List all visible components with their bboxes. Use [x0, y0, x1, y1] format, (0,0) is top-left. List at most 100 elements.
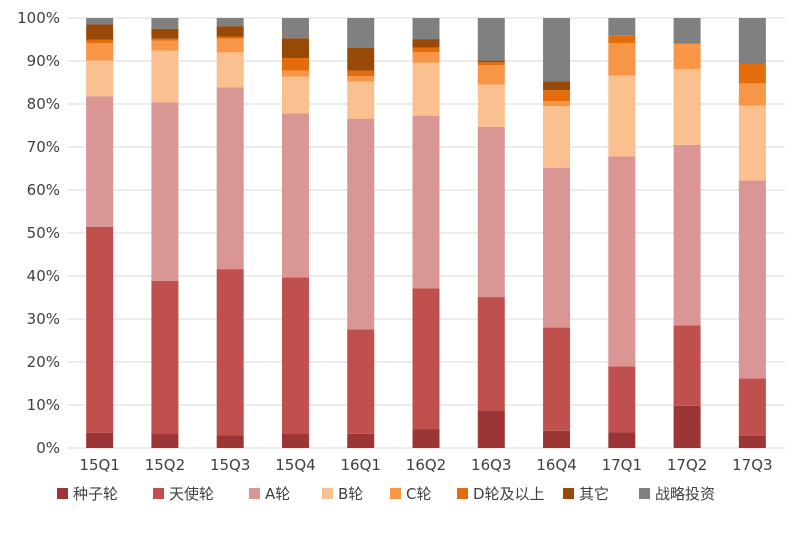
bar-segment [673, 405, 701, 448]
bar-stack [151, 18, 179, 448]
y-tick-label: 80% [27, 95, 60, 113]
bar-segment [151, 102, 179, 281]
bar-segment [608, 75, 636, 157]
bar-segment [738, 180, 766, 379]
bar-segment [412, 115, 440, 289]
bar-stack [347, 18, 375, 448]
bar-segment [543, 90, 571, 101]
y-tick-label: 30% [27, 310, 60, 328]
bar-segment [412, 47, 440, 52]
bar-segment [738, 18, 766, 65]
bar-segment [216, 18, 244, 27]
bar-segment [477, 65, 505, 85]
legend-swatch [153, 488, 164, 499]
legend-swatch [563, 488, 574, 499]
bar-segment [281, 433, 309, 448]
bar-segment [738, 64, 766, 84]
bar-segment [477, 60, 505, 63]
y-tick-label: 10% [27, 396, 60, 414]
bar-segment [216, 52, 244, 88]
bar-segment [216, 435, 244, 448]
x-category-label: 16Q4 [536, 456, 576, 474]
x-category-label: 16Q2 [406, 456, 446, 474]
bar-segment [281, 18, 309, 39]
x-category-label: 17Q3 [732, 456, 772, 474]
bar-segment [738, 83, 766, 106]
bar-segment [543, 327, 571, 431]
bar-segment [673, 69, 701, 145]
x-axis-category-labels: 15Q1 15Q2 15Q3 15Q4 16Q1 16Q2 16Q3 16Q4 17Q1 17Q2… [79, 456, 772, 474]
legend-label: C轮 [406, 485, 431, 503]
legend-label: 天使轮 [169, 485, 214, 503]
x-category-label: 15Q1 [79, 456, 119, 474]
bar-segment [608, 156, 636, 367]
legend-label: 战略投资 [655, 485, 715, 503]
bar-segment [543, 167, 571, 328]
bar-segment [412, 288, 440, 430]
bar-segment [412, 51, 440, 63]
bar-segment [347, 76, 375, 82]
bar-segment [347, 18, 375, 48]
bar-segment [412, 39, 440, 48]
bar-segment [477, 297, 505, 412]
legend-swatch [390, 488, 401, 499]
bar-stack [281, 18, 309, 448]
bar-segment [738, 105, 766, 181]
legend-swatch [249, 488, 260, 499]
bar-segment [86, 18, 114, 25]
bar-segment [281, 277, 309, 434]
bar-stack [608, 18, 636, 448]
x-category-label: 15Q2 [145, 456, 185, 474]
bar-segment [86, 60, 114, 97]
bar-segment [281, 57, 309, 71]
bar-segment [608, 18, 636, 36]
bar-segment [412, 429, 440, 448]
bar-segment [738, 435, 766, 448]
x-category-label: 17Q2 [667, 456, 707, 474]
bar-stack [738, 18, 766, 448]
bar-stack [216, 18, 244, 448]
x-category-label: 15Q4 [275, 456, 315, 474]
bar-segment [347, 81, 375, 119]
bar-segment [673, 18, 701, 44]
bar-segment [477, 18, 505, 61]
bar-segment [412, 18, 440, 40]
bar-stack [673, 18, 701, 448]
x-category-label: 15Q3 [210, 456, 250, 474]
y-tick-label: 0% [36, 439, 60, 457]
bar-segment [673, 43, 701, 70]
bar-stack [86, 18, 114, 448]
bar-segment [673, 325, 701, 406]
bar-segment [86, 42, 114, 61]
legend-label: B轮 [338, 485, 363, 503]
bar-segment [151, 38, 179, 41]
bar-segment [543, 430, 571, 448]
bar-segment [412, 62, 440, 116]
legend-swatch [322, 488, 333, 499]
bar-segment [608, 35, 636, 43]
bar-segment [543, 18, 571, 82]
y-tick-label: 60% [27, 181, 60, 199]
legend-label: 种子轮 [73, 485, 118, 503]
bar-segment [673, 144, 701, 326]
y-tick-label: 20% [27, 353, 60, 371]
bar-segment [86, 432, 114, 448]
legend-label: A轮 [265, 485, 290, 503]
bar-segment [281, 38, 309, 58]
bar-segment [477, 84, 505, 127]
x-category-label: 17Q1 [602, 456, 642, 474]
bar-segment [216, 269, 244, 436]
bar-segment [477, 62, 505, 66]
bar-segment [216, 87, 244, 270]
bar-segment [216, 36, 244, 39]
y-tick-label: 40% [27, 267, 60, 285]
bar-segment [86, 96, 114, 227]
bar-segment [738, 378, 766, 436]
legend: 种子轮 天使轮 A轮 B轮 C轮 D轮及以上 其它 战略投资 [57, 485, 715, 503]
bar-segment [347, 433, 375, 448]
y-tick-label: 70% [27, 138, 60, 156]
bar-segment [86, 226, 114, 433]
bar-segment [151, 280, 179, 434]
